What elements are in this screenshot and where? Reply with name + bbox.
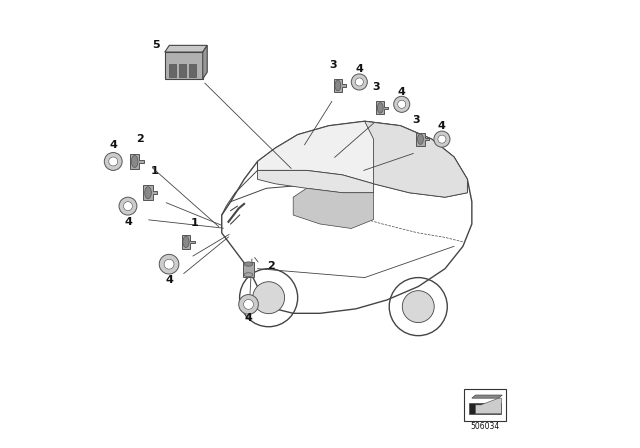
- Circle shape: [403, 291, 434, 323]
- Text: 4: 4: [244, 313, 252, 323]
- Ellipse shape: [183, 236, 189, 247]
- Circle shape: [239, 295, 259, 314]
- Polygon shape: [165, 45, 207, 52]
- Circle shape: [355, 78, 364, 86]
- Polygon shape: [417, 133, 429, 146]
- Circle shape: [434, 131, 450, 147]
- Text: 4: 4: [398, 87, 406, 97]
- Circle shape: [109, 157, 118, 166]
- Circle shape: [124, 202, 132, 211]
- Polygon shape: [376, 102, 388, 114]
- Text: 3: 3: [372, 82, 380, 92]
- Text: 2: 2: [136, 134, 144, 144]
- Circle shape: [159, 254, 179, 274]
- Ellipse shape: [417, 134, 424, 144]
- Text: 4: 4: [165, 275, 173, 285]
- Bar: [169, 64, 177, 77]
- Polygon shape: [365, 121, 467, 197]
- Circle shape: [438, 135, 446, 143]
- Ellipse shape: [145, 187, 152, 199]
- Bar: [464, 389, 506, 421]
- Text: 1: 1: [151, 166, 159, 177]
- Circle shape: [119, 197, 137, 215]
- Circle shape: [244, 299, 253, 309]
- Polygon shape: [182, 235, 195, 249]
- Text: 5: 5: [152, 40, 160, 50]
- Polygon shape: [472, 395, 502, 398]
- Ellipse shape: [244, 273, 253, 276]
- Text: 2: 2: [267, 262, 275, 271]
- Text: 4: 4: [438, 121, 446, 131]
- Bar: [469, 403, 501, 414]
- Polygon shape: [257, 170, 374, 193]
- Polygon shape: [143, 185, 157, 200]
- Polygon shape: [243, 262, 254, 277]
- Polygon shape: [293, 188, 374, 228]
- Ellipse shape: [244, 262, 253, 266]
- Circle shape: [397, 100, 406, 108]
- Text: 506034: 506034: [470, 422, 500, 431]
- Circle shape: [351, 74, 367, 90]
- Circle shape: [104, 152, 122, 170]
- Text: 1: 1: [191, 218, 199, 228]
- Text: 3: 3: [412, 116, 420, 125]
- Polygon shape: [130, 154, 144, 169]
- Circle shape: [164, 259, 174, 269]
- Circle shape: [253, 282, 285, 314]
- Text: 4: 4: [124, 217, 132, 227]
- Polygon shape: [165, 52, 203, 79]
- Text: 4: 4: [109, 140, 117, 151]
- Ellipse shape: [335, 80, 340, 91]
- Polygon shape: [476, 398, 501, 414]
- Text: 3: 3: [330, 60, 337, 70]
- Text: 4: 4: [355, 65, 364, 74]
- Bar: [179, 64, 186, 77]
- Ellipse shape: [131, 155, 138, 168]
- Polygon shape: [203, 45, 207, 79]
- Ellipse shape: [378, 103, 383, 113]
- Polygon shape: [257, 121, 467, 197]
- Bar: [189, 64, 196, 77]
- Polygon shape: [334, 79, 346, 92]
- Circle shape: [394, 96, 410, 112]
